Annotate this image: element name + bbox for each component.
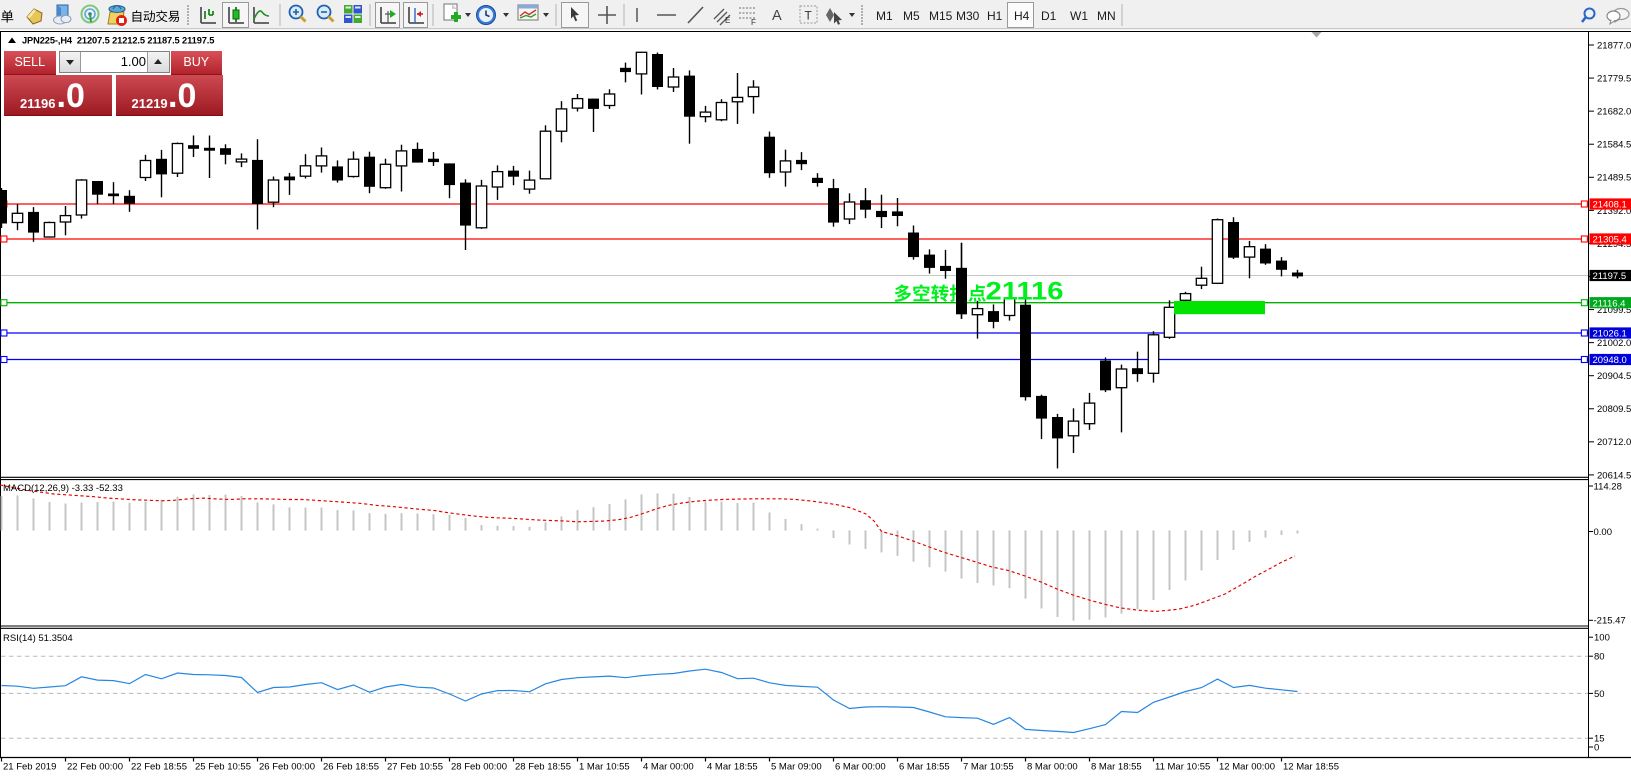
svg-text:21408.1: 21408.1: [1593, 200, 1627, 211]
svg-text:8 Mar 00:00: 8 Mar 00:00: [1027, 762, 1078, 773]
svg-text:21779.5: 21779.5: [1597, 73, 1631, 84]
svg-text:12 Mar 00:00: 12 Mar 00:00: [1219, 762, 1275, 773]
svg-text:M15: M15: [929, 9, 953, 23]
svg-text:21197.5: 21197.5: [1593, 271, 1627, 282]
svg-text:26 Feb 18:55: 26 Feb 18:55: [323, 762, 379, 773]
svg-text:5 Mar 09:00: 5 Mar 09:00: [771, 762, 822, 773]
svg-text:21116: 21116: [986, 278, 1064, 306]
svg-text:22 Feb 18:55: 22 Feb 18:55: [131, 762, 187, 773]
svg-text:M1: M1: [876, 9, 893, 23]
svg-text:6 Mar 00:00: 6 Mar 00:00: [835, 762, 886, 773]
svg-text:21584.5: 21584.5: [1597, 140, 1631, 151]
svg-text:28 Feb 18:55: 28 Feb 18:55: [515, 762, 571, 773]
svg-text:80: 80: [1594, 652, 1605, 663]
svg-text:H4: H4: [1014, 9, 1030, 23]
svg-text:21392.0: 21392.0: [1597, 206, 1631, 217]
svg-text:21026.1: 21026.1: [1593, 329, 1627, 340]
svg-text:M30: M30: [956, 9, 980, 23]
svg-text:26 Feb 00:00: 26 Feb 00:00: [259, 762, 315, 773]
svg-text:21 Feb 2019: 21 Feb 2019: [3, 762, 56, 773]
svg-text:M5: M5: [903, 9, 920, 23]
svg-text:MACD(12,26,9) -3.33 -52.33: MACD(12,26,9) -3.33 -52.33: [3, 483, 123, 494]
svg-text:4 Mar 00:00: 4 Mar 00:00: [643, 762, 694, 773]
svg-text:A: A: [772, 8, 782, 24]
svg-text:21489.5: 21489.5: [1597, 173, 1631, 184]
svg-text:E: E: [725, 16, 730, 25]
svg-text:12 Mar 18:55: 12 Mar 18:55: [1283, 762, 1339, 773]
svg-text:11 Mar 10:55: 11 Mar 10:55: [1155, 762, 1210, 773]
svg-text:JPN225-,H4 21207.5 21212.5 21: JPN225-,H4 21207.5 21212.5 21187.5 21197…: [22, 36, 214, 46]
svg-text:T: T: [805, 9, 813, 23]
svg-text:21305.4: 21305.4: [1593, 235, 1627, 246]
svg-text:20809.5: 20809.5: [1597, 404, 1631, 415]
svg-text:20904.5: 20904.5: [1597, 371, 1631, 382]
svg-text:21682.0: 21682.0: [1597, 107, 1631, 118]
svg-text:4 Mar 18:55: 4 Mar 18:55: [707, 762, 758, 773]
svg-text:0.00: 0.00: [1594, 527, 1613, 538]
svg-text:100: 100: [1594, 633, 1610, 644]
svg-text:W1: W1: [1070, 9, 1088, 23]
svg-text:H1: H1: [987, 9, 1003, 23]
svg-text:MN: MN: [1097, 9, 1116, 23]
svg-text:6 Mar 18:55: 6 Mar 18:55: [899, 762, 950, 773]
svg-text:0: 0: [1594, 742, 1599, 753]
svg-text:21877.0: 21877.0: [1597, 40, 1631, 51]
svg-text:20712.0: 20712.0: [1597, 437, 1631, 448]
svg-text:21099.5: 21099.5: [1597, 305, 1631, 316]
svg-text:114.28: 114.28: [1594, 481, 1622, 492]
svg-text:7 Mar 10:55: 7 Mar 10:55: [963, 762, 1014, 773]
svg-text:21116.4: 21116.4: [1593, 298, 1626, 309]
svg-text:22 Feb 00:00: 22 Feb 00:00: [67, 762, 123, 773]
svg-text:21002.0: 21002.0: [1597, 338, 1631, 349]
svg-text:50: 50: [1594, 689, 1605, 700]
svg-text:F: F: [751, 18, 756, 27]
svg-text:20614.5: 20614.5: [1597, 470, 1631, 481]
svg-text:1 Mar 10:55: 1 Mar 10:55: [579, 762, 630, 773]
svg-text:RSI(14) 51.3504: RSI(14) 51.3504: [3, 633, 73, 644]
svg-text:28 Feb 00:00: 28 Feb 00:00: [451, 762, 507, 773]
svg-text:15: 15: [1594, 734, 1605, 745]
svg-text:25 Feb 10:55: 25 Feb 10:55: [195, 762, 251, 773]
svg-text:-215.47: -215.47: [1594, 616, 1626, 627]
svg-text:D1: D1: [1041, 9, 1057, 23]
svg-text:27 Feb 10:55: 27 Feb 10:55: [387, 762, 443, 773]
svg-text:8 Mar 18:55: 8 Mar 18:55: [1091, 762, 1142, 773]
svg-text:20948.0: 20948.0: [1593, 355, 1627, 366]
